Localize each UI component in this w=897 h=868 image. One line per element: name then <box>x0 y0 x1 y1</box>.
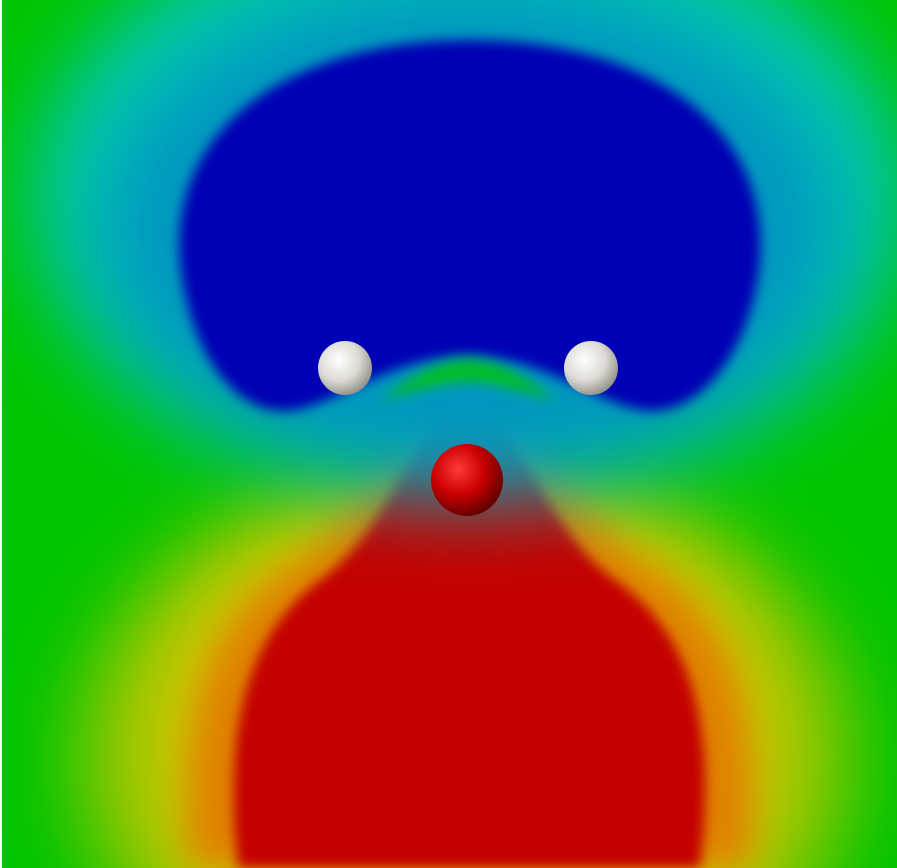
oxygen-atom <box>431 444 503 516</box>
frame-edge <box>0 0 2 868</box>
positive-potential-lobe <box>233 402 706 868</box>
negative-potential-lobe <box>179 40 761 411</box>
hydrogen-atom-left <box>318 341 372 395</box>
hydrogen-atom-right <box>564 341 618 395</box>
neutral-sliver <box>380 360 556 400</box>
